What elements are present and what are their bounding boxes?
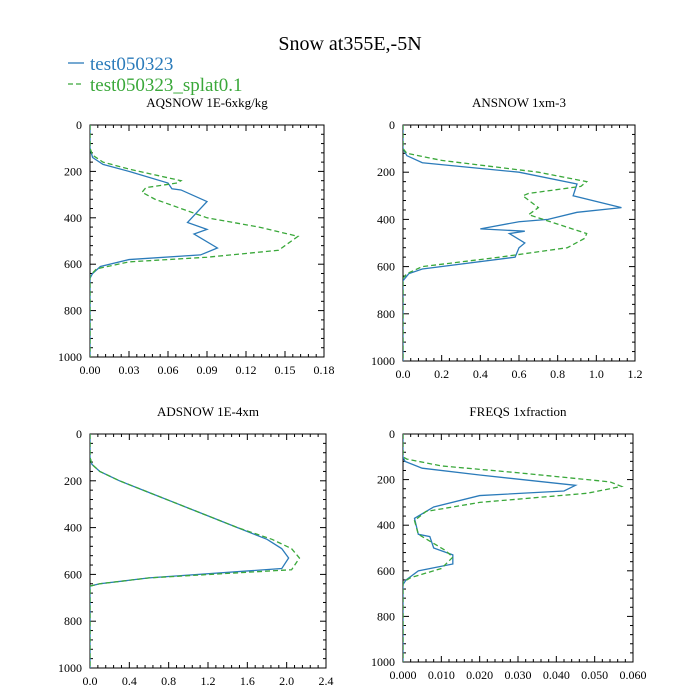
legend-label-series2: test050323_splat0.1 [90, 75, 243, 96]
x-tick-label: 0.040 [543, 668, 570, 682]
x-tick-label: 0.0 [396, 367, 411, 381]
panel-2: ANSNOW 1xm-3 0.0 0.2 0.4 0.6 0.8 1.0 1.2 0 200 400… [371, 95, 643, 381]
x-tick-label: 0.03 [119, 363, 140, 377]
x-tick-label: 0.2 [434, 367, 449, 381]
panel-3: ADSNOW 1E-4xm 0.0 0.4 0.8 1.2 1.6 2.0 2.4 0 200 40… [58, 404, 334, 688]
y-tick-label: 800 [64, 304, 82, 318]
x-tick-label: 1.2 [201, 674, 216, 688]
series-line-test050323-splat0.1 [90, 434, 301, 668]
panel-title: FREQS 1xfraction [469, 404, 567, 419]
y-tick-label: 0 [389, 118, 395, 132]
x-tick-label: 0.4 [122, 674, 137, 688]
series-line-test050323-splat0.1 [403, 125, 589, 361]
x-tick-label: 0.12 [236, 363, 257, 377]
y-tick-label: 800 [64, 614, 82, 628]
y-tick-label: 200 [377, 473, 395, 487]
y-tick-label: 0 [389, 427, 395, 441]
x-tick-label: 2.0 [279, 674, 294, 688]
main-title: Snow at355E,-5N [278, 33, 421, 55]
y-tick-label: 200 [64, 474, 82, 488]
x-tick-label: 0.8 [161, 674, 176, 688]
y-tick-label: 600 [64, 567, 82, 581]
y-tick-label: 1000 [58, 350, 82, 364]
x-tick-label: 1.2 [628, 367, 643, 381]
y-tick-label: 200 [377, 165, 395, 179]
panel-title: AQSNOW 1E-6xkg/kg [146, 95, 268, 110]
panels: AQSNOW 1E-6xkg/kg0.00 0.03 0.06 0.09 0.12 0.1… [58, 95, 647, 688]
x-tick-label: 0.010 [428, 668, 455, 682]
plot-frame [89, 433, 327, 669]
plot-frame [402, 124, 636, 362]
panel-title: ADSNOW 1E-4xm [157, 404, 259, 419]
y-tick-label: 1000 [58, 661, 82, 675]
y-tick-label: 800 [377, 307, 395, 321]
series-line-test050323 [403, 125, 622, 361]
x-tick-label: 0.020 [466, 668, 493, 682]
series-line-test050323 [90, 125, 219, 357]
x-tick-label: 0.8 [550, 367, 565, 381]
x-tick-label: 2.4 [319, 674, 334, 688]
x-tick-label: 0.6 [512, 367, 527, 381]
x-tick-label: 0.18 [314, 363, 335, 377]
series-line-test050323 [90, 434, 290, 668]
legend: test050323 test050323_splat0.1 [68, 54, 243, 96]
y-tick-label: 400 [377, 518, 395, 532]
x-tick-label: 0.000 [390, 668, 417, 682]
panel-4: FREQS 1xfraction 0.000 0.010 0.020 0.030 0.04… [371, 404, 647, 682]
y-tick-label: 0 [76, 427, 82, 441]
panel-title: ANSNOW 1xm-3 [472, 95, 566, 110]
x-tick-label: 0.15 [275, 363, 296, 377]
legend-label-series1: test050323 [90, 54, 173, 75]
series-line-test050323 [403, 434, 578, 662]
y-tick-label: 800 [377, 609, 395, 623]
x-tick-label: 0.050 [581, 668, 608, 682]
y-tick-label: 400 [64, 521, 82, 535]
x-tick-label: 1.0 [589, 367, 604, 381]
y-tick-label: 0 [76, 118, 82, 132]
x-tick-label: 0.030 [505, 668, 532, 682]
y-tick-label: 200 [64, 164, 82, 178]
x-tick-label: 0.0 [83, 674, 98, 688]
x-tick-label: 0.09 [197, 363, 218, 377]
x-tick-label: 1.6 [240, 674, 255, 688]
y-tick-label: 400 [64, 211, 82, 225]
y-tick-label: 1000 [371, 354, 395, 368]
x-tick-label: 0.4 [473, 367, 488, 381]
series-line-test050323-splat0.1 [403, 434, 624, 662]
y-tick-label: 600 [377, 260, 395, 274]
y-tick-label: 600 [377, 564, 395, 578]
x-tick-label: 0.06 [158, 363, 179, 377]
y-tick-label: 600 [64, 257, 82, 271]
x-tick-label: 0.060 [620, 668, 647, 682]
plot-frame [402, 433, 634, 663]
y-tick-label: 1000 [371, 655, 395, 669]
plot-frame [89, 124, 325, 358]
y-tick-label: 400 [377, 212, 395, 226]
series-line-test050323-splat0.1 [90, 125, 300, 357]
panel-1: AQSNOW 1E-6xkg/kg 0.00 0.03 0.06 0.09 0.12 0.1… [58, 95, 335, 377]
x-tick-label: 0.00 [80, 363, 101, 377]
